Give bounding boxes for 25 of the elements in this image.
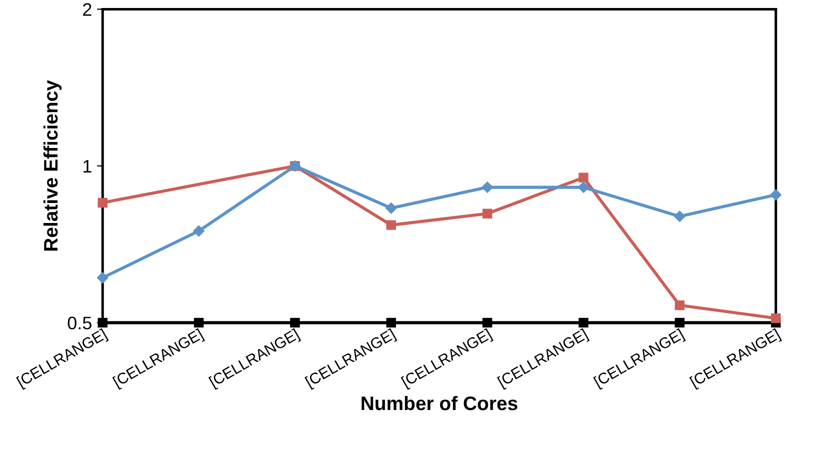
- point: [98, 318, 108, 328]
- x-axis-title: Number of Cores: [362, 396, 518, 410]
- y-axis-title: Relative Efficiency: [43, 80, 62, 251]
- point: [386, 318, 396, 328]
- point: [578, 172, 588, 182]
- point: [482, 208, 492, 218]
- point: [482, 318, 492, 328]
- y-tick-label: 0.5: [68, 316, 92, 330]
- point: [674, 318, 685, 328]
- point: [770, 189, 782, 200]
- point: [578, 318, 588, 328]
- point: [770, 313, 781, 324]
- point: [194, 318, 204, 328]
- y-tick-label: 2: [83, 3, 92, 16]
- point: [482, 182, 493, 193]
- point: [386, 202, 397, 214]
- point: [193, 225, 204, 237]
- point: [578, 182, 590, 193]
- point: [386, 220, 396, 230]
- point: [674, 300, 685, 310]
- point: [290, 318, 300, 328]
- point: [674, 210, 686, 222]
- point: [98, 198, 108, 208]
- y-tick-label: 1: [84, 160, 92, 172]
- point: [97, 272, 108, 284]
